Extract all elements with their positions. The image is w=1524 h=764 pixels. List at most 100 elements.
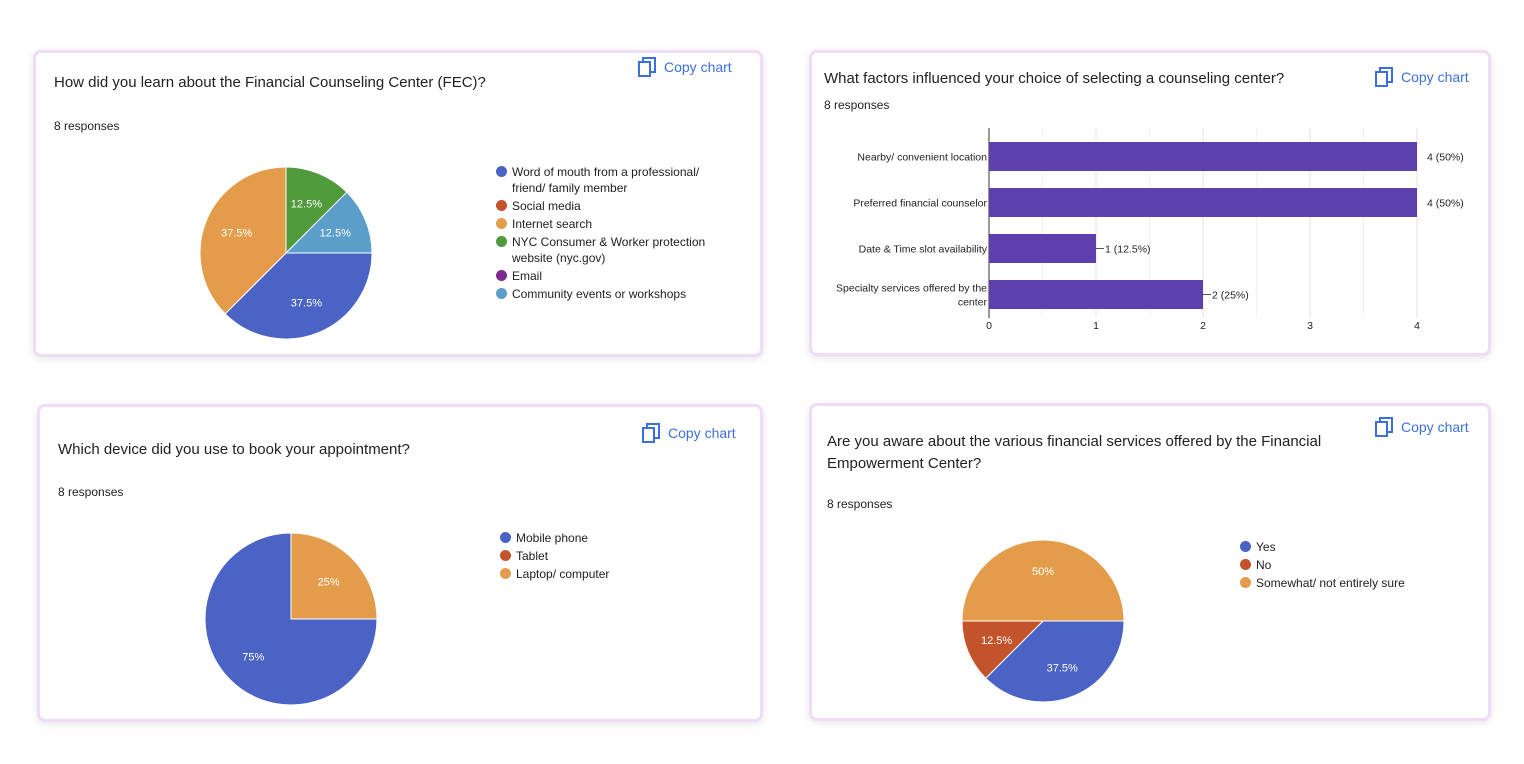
x-tick-label: 3 <box>1307 320 1313 332</box>
copy-icon <box>1375 417 1393 437</box>
legend-swatch <box>496 288 507 299</box>
chart-title: What factors influenced your choice of s… <box>824 70 1285 87</box>
legend-swatch <box>496 200 507 211</box>
pie-slice[interactable] <box>204 532 378 706</box>
legend-item: Internet search <box>496 216 705 232</box>
bar-chart: Nearby/ convenient location 4 (50%) Prefer… <box>836 128 1464 332</box>
chart-title: Are you aware about the various financia… <box>827 433 1322 472</box>
value-label: 1 (12.5%) <box>1105 244 1151 256</box>
category-label: Specialty services offered by the center <box>836 283 987 309</box>
legend-swatch <box>500 532 511 543</box>
legend-item: Mobile phone <box>500 530 609 546</box>
legend-swatch <box>496 166 507 177</box>
copy-chart-button[interactable]: Copy chart <box>1375 67 1469 87</box>
legend-label: Community events or workshops <box>512 287 687 301</box>
copy-icon <box>1375 67 1393 87</box>
copy-icon <box>638 57 656 77</box>
x-tick-label: 4 <box>1414 320 1420 332</box>
slice-label: 37.5% <box>1047 662 1078 674</box>
response-count: 8 responses <box>827 497 893 511</box>
chart-legend: Word of mouth from a professional/ frien… <box>496 164 705 304</box>
slice-label: 25% <box>318 576 340 588</box>
legend-item: Somewhat/ not entirely sure <box>1240 575 1405 591</box>
pie-slice[interactable] <box>961 620 1045 679</box>
pie-slice[interactable] <box>985 620 1125 703</box>
chart-card-aware-of-services: Copy chart Are you aware about the vario… <box>809 403 1491 721</box>
copy-chart-label: Copy chart <box>668 425 736 441</box>
x-tick-label: 0 <box>986 320 992 332</box>
legend-label: NYC Consumer & Worker protection website… <box>512 235 706 265</box>
category-label: Nearby/ convenient location <box>857 152 987 164</box>
bar[interactable] <box>989 234 1096 263</box>
pie-slice[interactable] <box>284 191 373 254</box>
legend-label: Mobile phone <box>516 531 589 545</box>
copy-chart-button[interactable]: Copy chart <box>638 57 732 77</box>
slice-label: 12.5% <box>320 228 351 240</box>
legend-label: Somewhat/ not entirely sure <box>1256 576 1405 590</box>
legend-label: Email <box>512 269 543 283</box>
legend-swatch <box>500 550 511 561</box>
legend-swatch <box>496 270 507 281</box>
legend-item: Tablet <box>500 548 609 564</box>
legend-item: Social media <box>496 198 705 214</box>
legend-label: No <box>1256 558 1272 572</box>
copy-chart-label: Copy chart <box>1401 69 1469 85</box>
copy-chart-button[interactable]: Copy chart <box>1375 417 1469 437</box>
pie-chart: 75% 25% <box>204 532 378 706</box>
chart-card-factors-influenced: Copy chart What factors influenced your … <box>809 50 1491 356</box>
legend-swatch <box>496 218 507 229</box>
pie-chart: 37.5% 37.5% 12.5% 12.5% <box>199 166 373 340</box>
copy-chart-label: Copy chart <box>1401 419 1469 435</box>
chart-title: How did you learn about the Financial Co… <box>54 74 486 91</box>
legend-swatch <box>1240 559 1251 570</box>
chart-title: Which device did you use to book your ap… <box>58 441 410 458</box>
category-label: Date & Time slot availability <box>859 244 988 256</box>
legend-item: Yes <box>1240 539 1405 555</box>
legend-label: Internet search <box>512 217 593 231</box>
legend-swatch <box>1240 541 1251 552</box>
category-label: Preferred financial counselor <box>853 198 987 210</box>
slice-label: 75% <box>242 652 264 664</box>
legend-item: No <box>1240 557 1405 573</box>
bar[interactable] <box>989 280 1203 309</box>
bar[interactable] <box>989 142 1417 171</box>
chart-card-device-used: Copy chart Which device did you use to b… <box>37 404 763 722</box>
pie-slice[interactable] <box>199 166 287 315</box>
legend-item: Community events or workshops <box>496 286 705 302</box>
legend-label: Tablet <box>516 549 549 563</box>
legend-swatch <box>500 568 511 579</box>
bar[interactable] <box>989 188 1417 217</box>
copy-chart-label: Copy chart <box>664 59 732 75</box>
pie-slice[interactable] <box>961 539 1125 622</box>
pie-slice[interactable] <box>290 532 378 620</box>
x-tick-label: 2 <box>1200 320 1206 332</box>
legend-swatch <box>1240 577 1251 588</box>
pie-slice[interactable] <box>285 166 348 255</box>
legend-label: Word of mouth from a professional/ frien… <box>512 165 700 195</box>
value-label: 4 (50%) <box>1427 152 1464 164</box>
value-label: 2 (25%) <box>1212 290 1249 302</box>
chart-legend: Yes No Somewhat/ not entirely sure <box>1240 539 1405 593</box>
response-count: 8 responses <box>58 485 124 499</box>
slice-label: 12.5% <box>981 635 1012 647</box>
value-label: 4 (50%) <box>1427 198 1464 210</box>
slice-label: 12.5% <box>291 199 322 211</box>
legend-item: NYC Consumer & Worker protection website… <box>496 234 705 266</box>
pie-chart: 37.5% 12.5% 50% <box>961 539 1125 703</box>
chart-card-learn-about-fec: Copy chart How did you learn about the F… <box>33 50 763 357</box>
slice-label: 50% <box>1032 566 1054 578</box>
legend-label: Yes <box>1256 540 1276 554</box>
legend-label: Social media <box>512 199 581 213</box>
slice-label: 37.5% <box>291 297 322 309</box>
legend-item: Email <box>496 268 705 284</box>
legend-item: Word of mouth from a professional/ frien… <box>496 164 705 196</box>
legend-label: Laptop/ computer <box>516 567 610 581</box>
pie-slice[interactable] <box>224 252 373 340</box>
chart-legend: Mobile phone Tablet Laptop/ computer <box>500 530 609 584</box>
copy-chart-button[interactable]: Copy chart <box>642 423 736 443</box>
response-count: 8 responses <box>54 119 120 133</box>
response-count: 8 responses <box>824 98 890 112</box>
x-tick-label: 1 <box>1093 320 1099 332</box>
legend-item: Laptop/ computer <box>500 566 609 582</box>
slice-label: 37.5% <box>221 228 252 240</box>
